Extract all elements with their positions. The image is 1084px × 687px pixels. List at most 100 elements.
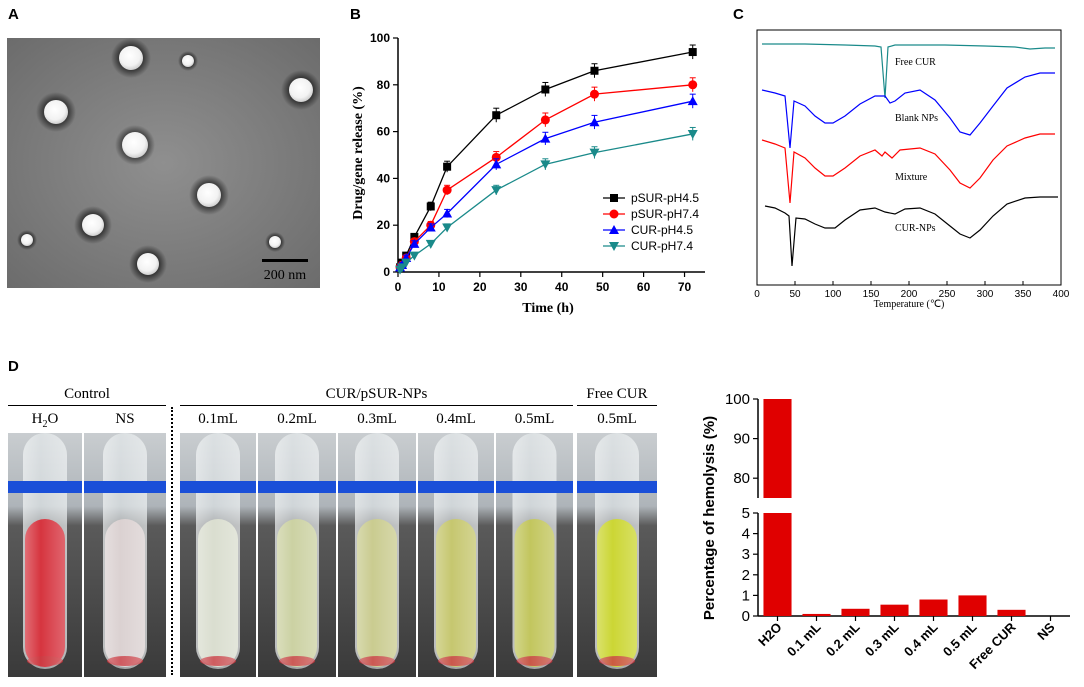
y-axis-label: Drug/gene release (%) xyxy=(351,86,366,220)
tube-highlight xyxy=(595,433,639,669)
tube-7 xyxy=(577,433,657,677)
series xyxy=(395,44,698,275)
y-tick-label: 100 xyxy=(725,391,750,408)
x-tick-label: 350 xyxy=(1015,289,1032,300)
legend-marker xyxy=(610,194,618,202)
category-label: 0.3 mL xyxy=(862,619,902,659)
y-tick-label: 80 xyxy=(733,470,750,487)
data-point xyxy=(589,117,600,127)
legend-marker xyxy=(609,242,619,251)
label-free-cur: Free CUR xyxy=(895,57,936,68)
hemolysis-chart: Percentage of hemolysis (%) 80 90 100 0 1 2 3 4… xyxy=(701,391,1070,672)
curve-free-cur xyxy=(762,43,1055,99)
free-cur-header: Free CUR xyxy=(586,386,648,402)
y-tick-label: 40 xyxy=(377,171,391,185)
x-tick-label: 60 xyxy=(637,280,651,294)
tube-highlight xyxy=(512,433,557,669)
tube-label-05: 0.5mL xyxy=(514,411,555,427)
control-underline xyxy=(8,405,166,406)
y-tick-label: 3 xyxy=(742,546,750,563)
y-tick-label: 90 xyxy=(733,431,750,448)
data-point xyxy=(401,258,412,268)
y-tick-label: 20 xyxy=(377,218,391,232)
blue-rack-bar xyxy=(8,481,82,493)
legend-label: pSUR-pH7.4 xyxy=(631,207,699,221)
tube-5 xyxy=(418,433,494,677)
x-tick-label: 150 xyxy=(863,289,880,300)
bar-Free CUR xyxy=(997,609,1026,616)
category-label: 0.1 mL xyxy=(784,619,824,659)
x-tick-label: 300 xyxy=(977,289,994,300)
tube-label-02: 0.2mL xyxy=(277,411,317,427)
tube-label-01: 0.1mL xyxy=(198,411,238,427)
tube-4 xyxy=(338,433,416,677)
blue-rack-bar xyxy=(338,481,416,493)
legend-label: CUR-pH4.5 xyxy=(631,223,693,237)
y-tick-label: 80 xyxy=(377,78,391,92)
x-axis-label: Temperature (℃) xyxy=(874,299,945,310)
x-tick-label: 400 xyxy=(1053,289,1070,300)
bar-H2O-lower xyxy=(763,513,792,616)
series-CUR-pH7.4 xyxy=(395,126,698,275)
bar-0.3 mL xyxy=(880,604,909,616)
data-point xyxy=(687,96,698,106)
x-tick-label: 20 xyxy=(473,280,487,294)
data-point xyxy=(491,152,501,162)
data-point xyxy=(442,223,453,233)
panel-label-d: D xyxy=(8,358,19,375)
y-tick-label: 2 xyxy=(742,567,750,584)
tube-highlight xyxy=(103,433,147,669)
dsc-chart: 0 50 100 150 200 250 300 350 400 Free CUR Blank … xyxy=(754,29,1070,310)
y-tick-label: 0 xyxy=(742,608,750,625)
x-tick-label: 250 xyxy=(939,289,956,300)
legend-label: CUR-pH7.4 xyxy=(631,239,693,253)
label-mixture: Mixture xyxy=(895,172,928,183)
x-tick-label: 50 xyxy=(789,289,801,300)
x-tick-label: 10 xyxy=(432,280,446,294)
x-tick-label: 100 xyxy=(825,289,842,300)
data-point xyxy=(491,186,502,196)
data-point xyxy=(410,232,419,241)
data-point xyxy=(541,85,550,94)
tem-image: 200 nm xyxy=(7,38,320,288)
free-cur-underline xyxy=(577,405,657,406)
data-point xyxy=(442,208,453,218)
curve-cur-nps xyxy=(764,196,1058,267)
data-point xyxy=(397,263,408,273)
tube-highlight xyxy=(275,433,319,669)
data-point xyxy=(589,148,600,158)
legend-label: pSUR-pH4.5 xyxy=(631,191,699,205)
bar-0.4 mL xyxy=(919,599,948,616)
scale-bar xyxy=(262,259,308,262)
tube-label-ns: NS xyxy=(115,411,135,427)
category-label: NS xyxy=(1034,619,1058,643)
tube-highlight xyxy=(434,433,478,669)
nanoparticles xyxy=(17,38,320,283)
tube-label-04: 0.4mL xyxy=(436,411,476,427)
data-point xyxy=(425,222,436,232)
y-tick-label: 5 xyxy=(742,505,750,522)
data-point xyxy=(540,133,551,143)
tube-6 xyxy=(496,433,573,677)
data-point xyxy=(540,160,551,170)
tube-highlight xyxy=(355,433,399,669)
tube-3 xyxy=(258,433,336,677)
y-tick-label: 4 xyxy=(742,526,750,543)
x-tick-label: 0 xyxy=(395,280,402,294)
legend-marker xyxy=(609,209,619,219)
y-tick-label: 100 xyxy=(370,31,390,45)
tube-photos xyxy=(8,433,657,677)
category-label: H2O xyxy=(755,620,785,650)
tube-2 xyxy=(180,433,256,677)
blue-rack-bar xyxy=(418,481,494,493)
blue-rack-bar xyxy=(496,481,573,493)
data-point xyxy=(540,115,550,125)
plot-frame xyxy=(756,29,1062,286)
x-tick-label: 40 xyxy=(555,280,569,294)
data-point xyxy=(688,80,698,90)
data-point xyxy=(443,162,452,171)
category-label: 0.4 mL xyxy=(901,619,941,659)
bar-0.1 mL xyxy=(802,613,831,616)
x-axis-label: Time (h) xyxy=(522,301,574,316)
